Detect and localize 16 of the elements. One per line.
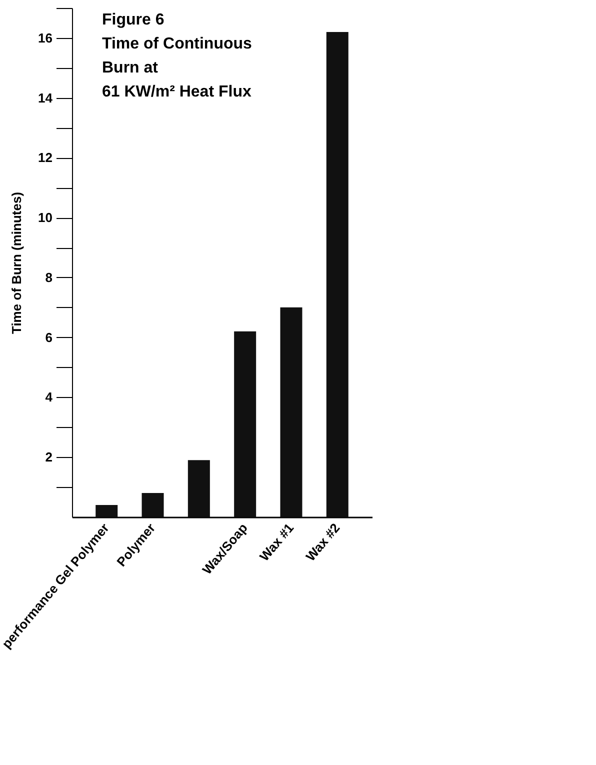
y-tick-label: 14 bbox=[38, 90, 54, 106]
y-tick-label: 6 bbox=[45, 330, 52, 345]
bar bbox=[234, 331, 256, 517]
y-tick-label: 2 bbox=[45, 450, 52, 465]
bar bbox=[142, 493, 164, 517]
bar bbox=[280, 307, 302, 517]
text: Figure 6 Time of Continuous Burn at 61 KW/m² Heat Flux bbox=[102, 12, 252, 100]
y-tick-label: 8 bbox=[45, 270, 52, 285]
y-tick-label: 4 bbox=[45, 390, 54, 405]
y-tick-label: 16 bbox=[38, 30, 52, 46]
y-tick-label: 12 bbox=[38, 150, 52, 166]
bar bbox=[96, 505, 118, 517]
bar bbox=[188, 460, 210, 517]
y-axis-title: Time of Burn (minutes) bbox=[9, 192, 24, 334]
bar bbox=[326, 32, 348, 517]
y-tick-label: 10 bbox=[38, 210, 52, 226]
